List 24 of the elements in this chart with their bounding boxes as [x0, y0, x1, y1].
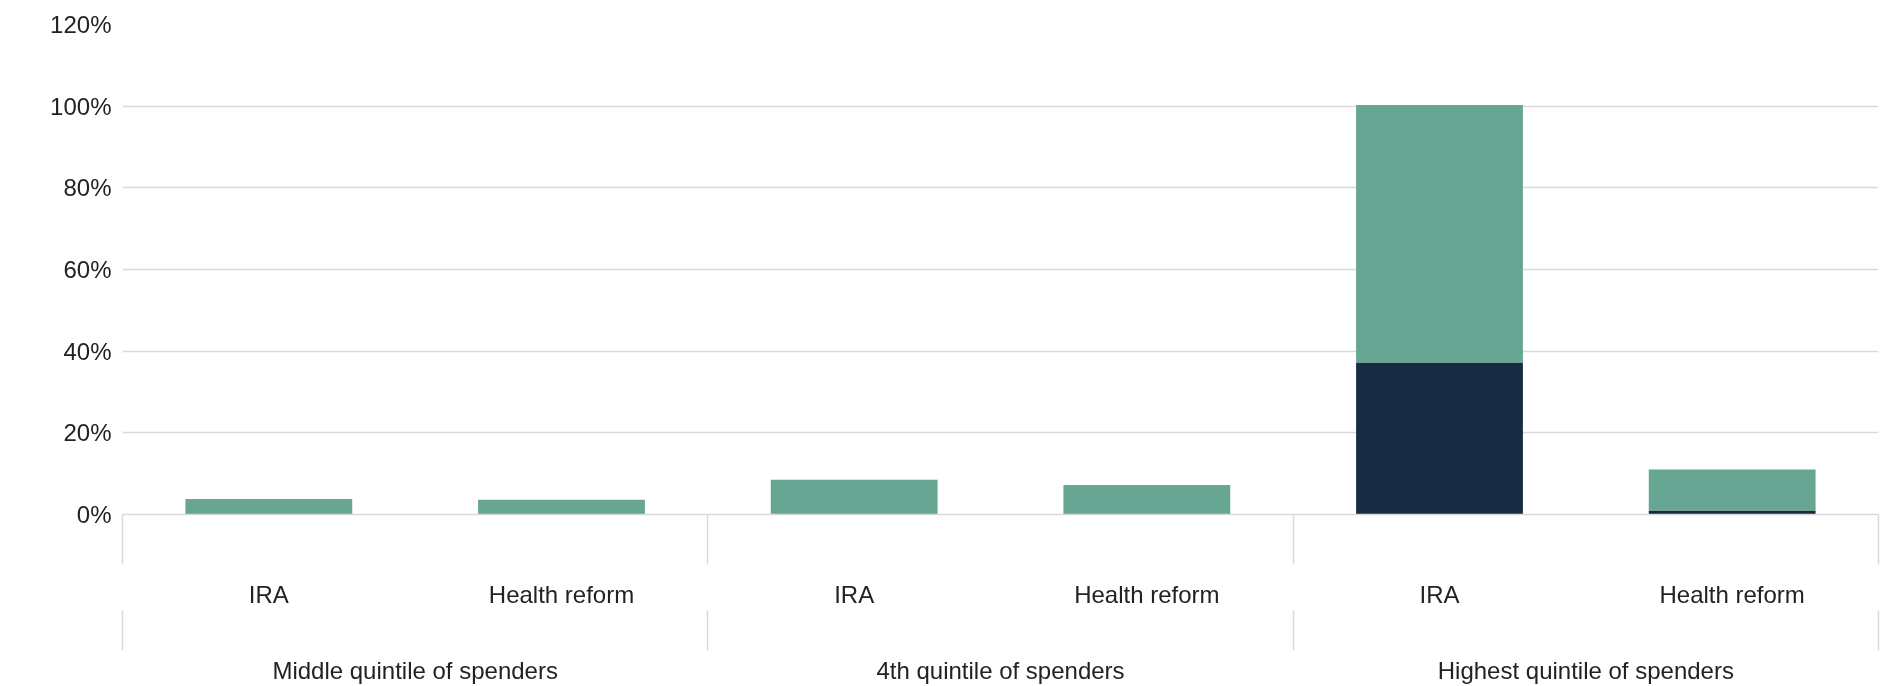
bar	[478, 499, 645, 515]
x-tick-label: Health reform	[488, 580, 635, 608]
bar	[185, 498, 353, 515]
x-tick-label: Health reform	[1074, 580, 1220, 608]
x-tick-label: IRA	[1419, 580, 1460, 608]
text: Middle quintile of spenders	[272, 656, 558, 684]
y-tick-label: 100%	[50, 92, 112, 120]
bar	[1648, 510, 1816, 515]
bar	[1356, 104, 1523, 363]
bar	[770, 479, 938, 515]
bar	[1356, 362, 1523, 515]
y-tick-label: 20%	[63, 419, 112, 447]
y-tick-label: 120%	[50, 11, 112, 38]
text: Highest quintile of spenders	[1437, 656, 1734, 684]
text: 4th quintile of spenders	[876, 656, 1125, 684]
y-tick-label: 0%	[76, 501, 112, 528]
y-tick-label: 80%	[63, 174, 112, 202]
x-tick-label: IRA	[248, 580, 289, 608]
x-tick-label: Health reform	[1659, 580, 1805, 608]
x-tick-label: IRA	[834, 580, 875, 608]
bar	[1648, 469, 1816, 511]
y-tick-label: 40%	[63, 337, 112, 365]
bar	[1063, 485, 1231, 515]
y-tick-label: 60%	[63, 256, 112, 283]
